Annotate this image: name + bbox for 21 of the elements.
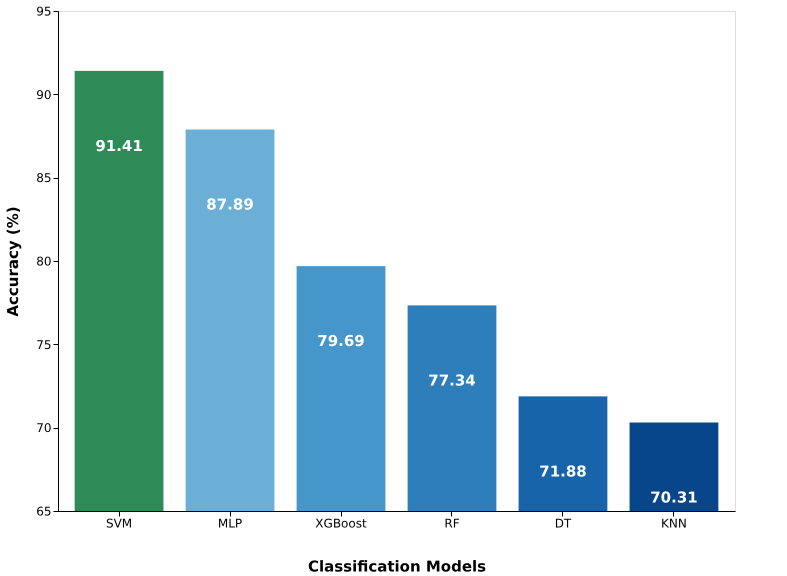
y-tick-label: 80 [36,254,52,268]
data-label: 87.89 [206,196,254,214]
y-tick-label: 90 [36,88,52,102]
data-label: 70.31 [650,488,698,506]
data-label: 79.69 [317,332,365,350]
x-tick-label: XGBoost [315,516,367,530]
x-tick-label: MLP [218,516,242,530]
data-label: 91.41 [95,136,143,155]
y-tick-label: 70 [36,421,52,436]
y-tick-label: 85 [36,171,52,186]
x-tick-label: RF [444,516,460,530]
x-axis-title: Classification Models [308,558,486,576]
data-label: 71.88 [539,462,587,480]
x-tick-label: DT [554,516,572,530]
x-tick-label: KNN [661,516,687,530]
y-axis-title: Accuracy (%) [4,206,22,317]
y-tick-label: 75 [36,338,52,352]
x-tick-label: SVM [106,516,132,530]
y-tick-label: 65 [36,504,52,518]
y-tick-label: 95 [36,4,52,18]
data-label: 77.34 [428,371,476,390]
